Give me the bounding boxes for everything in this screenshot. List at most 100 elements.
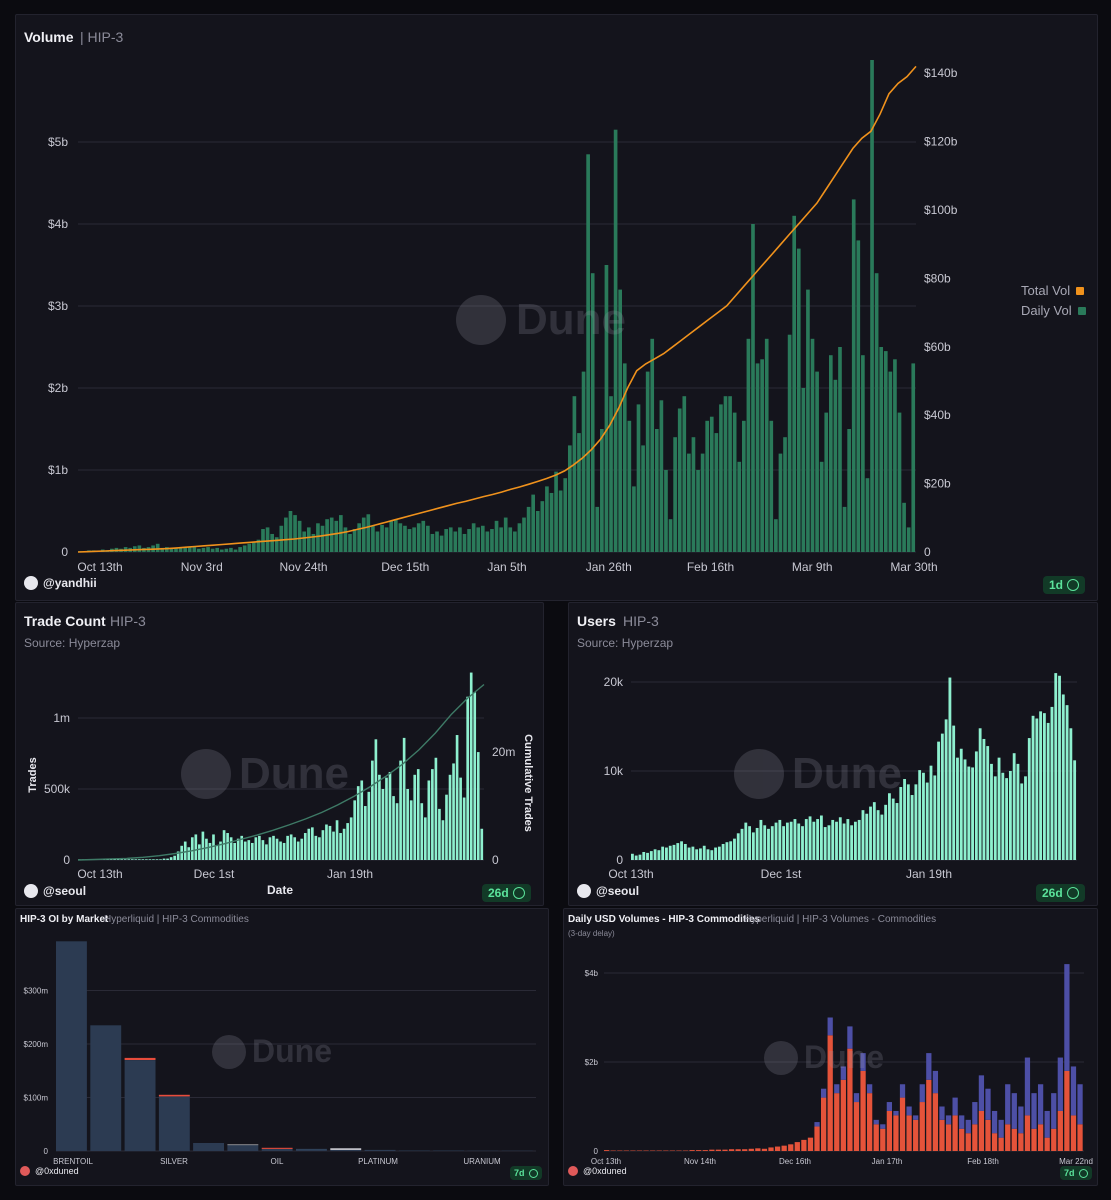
usd-bar-purple — [939, 1106, 945, 1120]
users-author[interactable]: @seoul — [577, 884, 639, 898]
daily-vol-bar — [865, 478, 870, 552]
usd-bar-purple — [1018, 1106, 1024, 1134]
daily-vol-bar — [893, 359, 897, 552]
usd-bar-orange — [1024, 1115, 1031, 1151]
users-bar — [729, 841, 733, 860]
daily-vol-bar — [412, 527, 416, 552]
check-circle-icon — [1066, 887, 1079, 899]
volume-xtick: Nov 3rd — [181, 560, 223, 574]
usd-bar-orange — [853, 1102, 860, 1151]
total-vol-line — [77, 65, 917, 553]
author-name: @0xduned — [583, 1166, 627, 1176]
daily-vol-bar — [426, 525, 430, 552]
users-bar — [1039, 711, 1043, 860]
daily-vol-bar — [618, 289, 623, 552]
usd-bar-orange — [1051, 1128, 1057, 1151]
usd-bar-purple — [952, 1097, 958, 1116]
trades-bar — [349, 817, 353, 860]
usd-bar-orange — [755, 1148, 761, 1151]
users-bar — [665, 847, 668, 860]
daily-vol-bar — [293, 515, 297, 552]
daily-vol-bar — [810, 338, 815, 552]
users-bar — [661, 846, 665, 860]
users-bar — [653, 849, 657, 860]
trades-author[interactable]: @seoul — [24, 884, 86, 898]
usd-bar-orange — [985, 1119, 991, 1151]
daily-vol-bar — [677, 408, 682, 552]
usd-bar-purple — [873, 1119, 879, 1125]
trades-bar — [272, 835, 275, 860]
volume-author[interactable]: @yandhii — [24, 576, 97, 590]
oi-refresh-badge[interactable]: 7d — [510, 1166, 542, 1180]
legend-daily-vol[interactable]: Daily Vol — [1021, 303, 1086, 318]
users-bar — [717, 846, 721, 860]
daily-vol-bar — [476, 527, 481, 552]
daily-vol-bar — [650, 338, 655, 552]
users-bar — [1073, 760, 1077, 860]
daily-vol-bar — [897, 412, 902, 552]
daily-vol-bar — [746, 338, 751, 552]
daily-vol-bar — [645, 371, 650, 552]
daily-vol-bar — [760, 359, 764, 552]
usd-author[interactable]: @0xduned — [568, 1166, 627, 1176]
trades-bar — [367, 791, 371, 860]
trades-bar — [247, 840, 251, 860]
daily-vol-bar — [732, 412, 737, 552]
users-bar — [770, 826, 774, 860]
daily-vol-bar — [343, 527, 348, 552]
volume-refresh-badge[interactable]: 1d — [1043, 576, 1086, 594]
trades-left-tick: 500k — [44, 782, 71, 796]
users-bar — [959, 748, 963, 860]
usd-bar-orange — [847, 1048, 853, 1151]
users-bar — [782, 826, 786, 860]
daily-vol-bar — [714, 433, 719, 552]
users-refresh-badge[interactable]: 26d — [1036, 884, 1085, 902]
users-bar — [721, 843, 725, 860]
usd-bar-orange — [978, 1110, 985, 1151]
users-bar — [1005, 778, 1009, 860]
daily-vol-bar — [270, 533, 274, 552]
usd-bar-purple — [886, 1102, 892, 1111]
trades-refresh-badge[interactable]: 26d — [482, 884, 531, 902]
daily-vol-bar — [485, 531, 490, 552]
users-bar — [903, 779, 906, 860]
daily-vol-bar — [522, 517, 526, 552]
users-bar — [838, 817, 842, 860]
legend-daily-vol-swatch — [1077, 306, 1086, 315]
daily-vol-bar — [334, 520, 339, 552]
daily-vol-bar — [215, 547, 220, 552]
oi-bar — [433, 1150, 464, 1151]
usd-bar-orange — [1064, 1070, 1070, 1151]
usd-bar-orange — [1018, 1133, 1024, 1151]
daily-vol-bar — [490, 529, 494, 552]
users-bar — [823, 827, 827, 860]
users-bar — [846, 819, 850, 860]
daily-vol-bar — [499, 527, 503, 552]
daily-vol-bar — [590, 273, 595, 552]
users-bar — [1020, 783, 1024, 860]
usd-bar-orange — [959, 1128, 965, 1151]
usd-chart: 0 $2b $4b Oct 13th Nov 14th Dec 16th Jan 17th F… — [585, 964, 1093, 1166]
oi-author[interactable]: @0xduned — [20, 1166, 79, 1176]
users-bar — [967, 766, 971, 860]
daily-vol-bar — [252, 542, 256, 552]
usd-bar-orange — [748, 1148, 754, 1152]
daily-vol-bar — [728, 396, 732, 552]
daily-vol-bar — [247, 543, 252, 552]
daily-vol-bar — [696, 470, 700, 552]
users-bar — [978, 728, 982, 860]
usd-xtick: Nov 14th — [684, 1157, 716, 1166]
oi-bar-cap — [330, 1148, 362, 1150]
users-bar — [872, 802, 876, 860]
legend-total-vol[interactable]: Total Vol — [1021, 283, 1085, 298]
trades-bar — [261, 840, 265, 860]
users-bar — [982, 738, 986, 860]
usd-xtick: Dec 16th — [779, 1157, 811, 1166]
usd-bar-orange — [840, 1079, 846, 1151]
volume-right-tick: $20b — [924, 477, 951, 491]
trades-bar — [169, 857, 173, 860]
trades-xtick: Jan 19th — [327, 867, 373, 881]
trades-bar — [293, 837, 297, 860]
daily-vol-bar — [774, 519, 778, 552]
usd-refresh-badge[interactable]: 7d — [1060, 1166, 1092, 1180]
